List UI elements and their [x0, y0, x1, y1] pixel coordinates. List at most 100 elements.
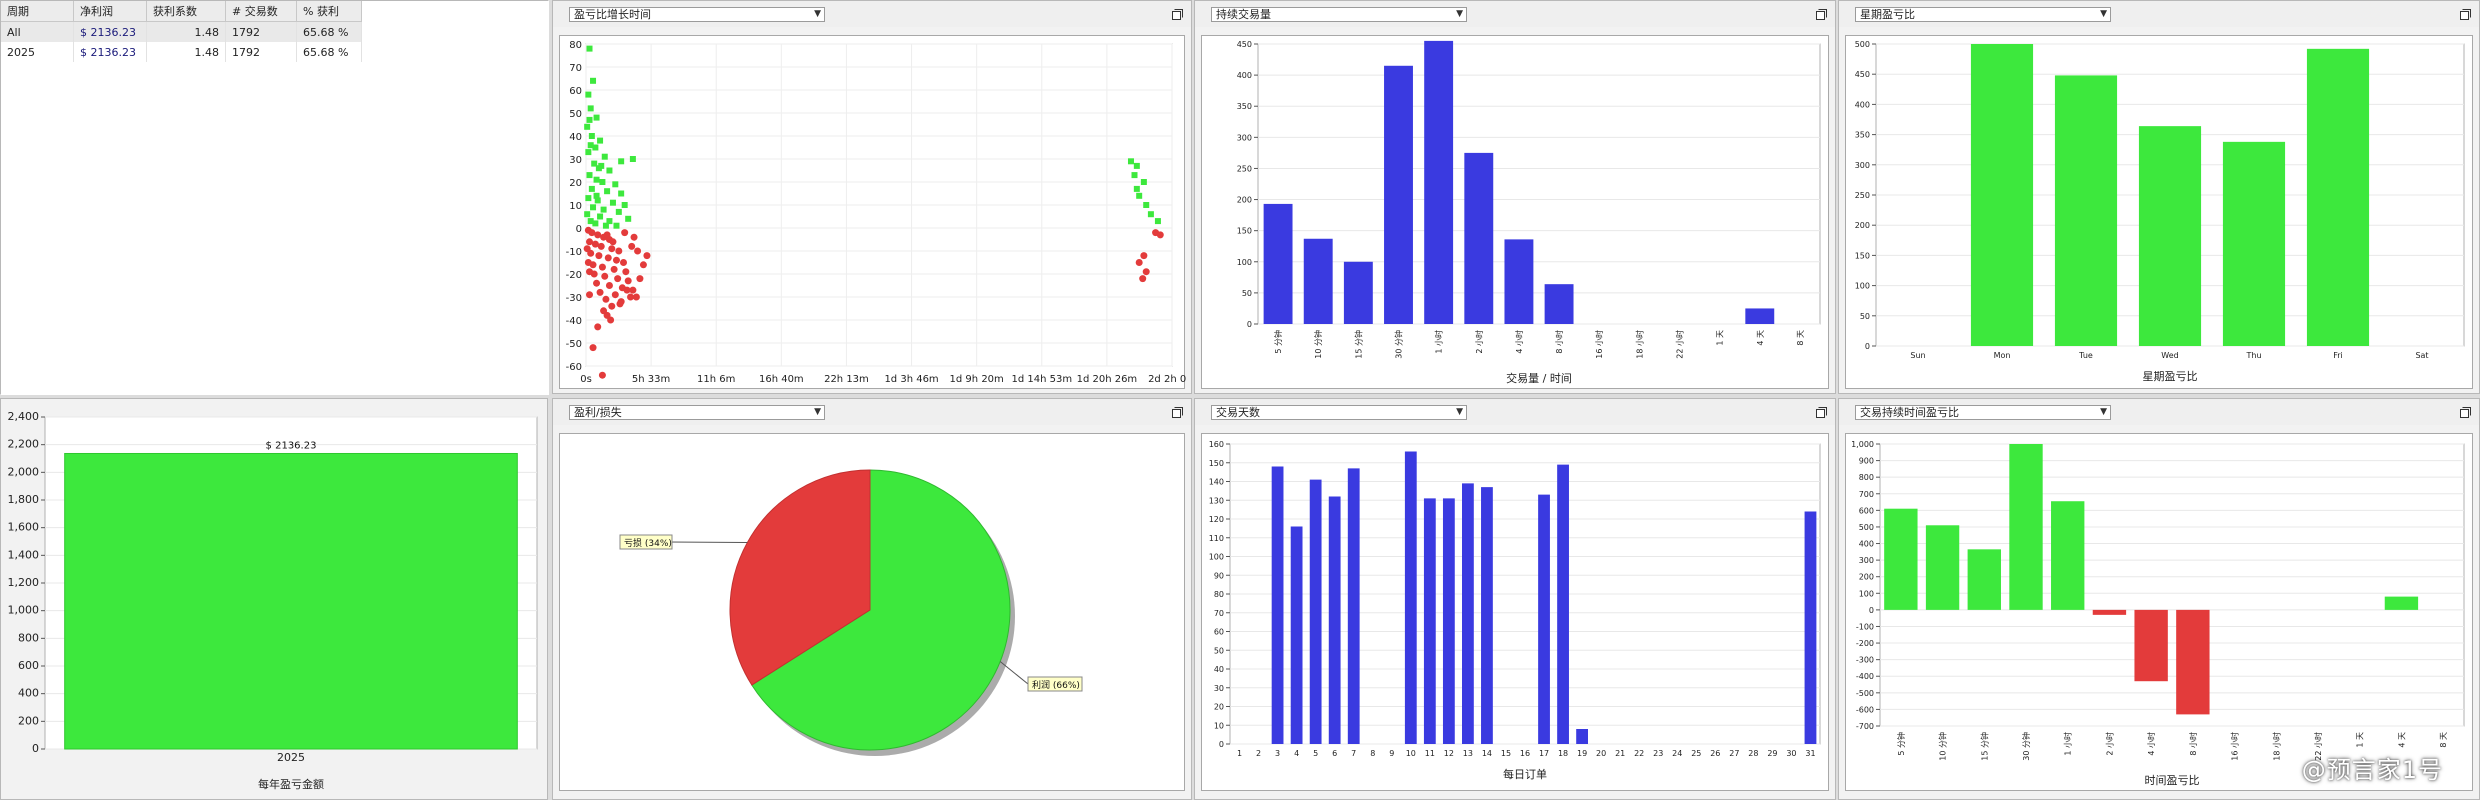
y-tick-label: 40	[1214, 665, 1224, 674]
y-tick-label: 100	[1855, 282, 1870, 291]
scatter-point-profit	[1136, 192, 1143, 199]
bar	[1884, 508, 1918, 610]
weekday-chart-select[interactable]: 星期盈亏比 ▼	[1855, 7, 2111, 22]
col-win-rate[interactable]: % 获利	[296, 1, 362, 22]
x-tick-label: 18 小时	[1634, 330, 1644, 359]
scatter-point-profit	[604, 188, 611, 195]
bar	[1462, 483, 1474, 744]
y-tick-label: -40	[566, 316, 582, 327]
col-period[interactable]: 周期	[1, 1, 74, 22]
scatter-point-profit	[1140, 179, 1147, 185]
bar	[1263, 203, 1293, 324]
hold-volume-chart-select[interactable]: 持续交易量 ▼	[1211, 7, 1467, 22]
bar	[1328, 496, 1341, 744]
y-tick-label: -20	[566, 270, 582, 281]
maximize-icon[interactable]	[2460, 9, 2471, 20]
bar	[2384, 596, 2419, 610]
y-tick-label: -60	[566, 362, 582, 373]
y-tick-label: 60	[1214, 628, 1224, 637]
scatter-point-loss	[616, 300, 624, 308]
maximize-icon[interactable]	[1816, 9, 1827, 20]
bar	[1481, 487, 1493, 744]
y-tick-label: 10	[569, 201, 582, 212]
y-tick-label: -700	[1856, 722, 1874, 731]
col-net-profit[interactable]: 净利润	[73, 1, 147, 22]
y-tick-label: 10	[1214, 721, 1224, 730]
pie-chart-select[interactable]: 盈利/损失 ▼	[569, 405, 825, 420]
table-row[interactable]: 2025 $ 2136.23 1.48 1792 65.68 %	[1, 42, 362, 62]
scatter-point-profit	[588, 133, 595, 139]
scatter-point-loss	[643, 252, 651, 260]
scatter-point-profit	[590, 204, 597, 211]
scatter-point-loss	[584, 259, 592, 266]
bar	[64, 452, 518, 750]
maximize-icon[interactable]	[2460, 407, 2471, 418]
scatter-point-profit	[606, 218, 613, 225]
scatter-toolbar: 盈亏比增长时间 ▼	[553, 1, 1191, 27]
y-tick-label: 30	[569, 155, 582, 166]
y-tick-label: 1,600	[8, 521, 40, 534]
table-row[interactable]: All $ 2136.23 1.48 1792 65.68 %	[1, 21, 362, 42]
bar	[1970, 44, 2034, 346]
scatter-point-profit	[609, 199, 616, 206]
scatter-point-profit	[586, 172, 593, 179]
scatter-point-loss	[594, 231, 602, 239]
pie-label-profit: 利润 (66%)	[1032, 679, 1080, 691]
pie-panel: 盈利/损失 ▼ 亏损 (34%) 利润 (66%)	[552, 398, 1192, 800]
bar	[1424, 40, 1454, 325]
bar	[1384, 65, 1413, 325]
cell-win-rate: 65.68 %	[296, 21, 362, 42]
x-tick-label: 1 天	[1716, 330, 1725, 346]
scatter-point-loss	[591, 240, 599, 248]
scatter-point-loss	[607, 316, 615, 324]
hold-pnl-chart-select[interactable]: 交易持续时间盈亏比 ▼	[1855, 405, 2111, 420]
bar	[2092, 609, 2127, 615]
x-tick-label: 8	[1370, 749, 1375, 758]
col-profit-factor[interactable]: 获利系数	[146, 1, 226, 22]
y-tick-label: -200	[1856, 639, 1874, 648]
pie-slice-loss	[729, 469, 871, 686]
x-tick-label: 5h 33m	[632, 374, 670, 385]
scatter-point-loss	[596, 288, 604, 296]
scatter-chart-select[interactable]: 盈亏比增长时间 ▼	[569, 7, 825, 22]
x-tick-label: 0s	[580, 374, 592, 385]
x-tick-label: 1d 9h 20m	[950, 374, 1004, 385]
y-tick-label: 100	[1237, 258, 1252, 267]
stats-header-row: 周期 净利润 获利系数 # 交易数 % 获利	[1, 1, 362, 22]
x-tick-label: 22h 13m	[824, 374, 869, 385]
col-trade-count[interactable]: # 交易数	[225, 1, 297, 22]
bar	[1423, 498, 1436, 744]
scatter-point-profit	[1143, 202, 1150, 208]
scatter-point-loss	[636, 275, 644, 283]
maximize-icon[interactable]	[1172, 9, 1183, 20]
x-tick-label: 16 小时	[1594, 330, 1604, 359]
bar	[1404, 451, 1417, 744]
scatter-point-profit	[600, 206, 607, 213]
x-tick-label: 2 小时	[2104, 732, 2114, 756]
pie-toolbar: 盈利/损失 ▼	[553, 399, 1191, 425]
scatter-point-loss	[624, 277, 632, 285]
daily-chart-select[interactable]: 交易天数 ▼	[1211, 405, 1467, 420]
y-tick-label: 30	[1214, 684, 1224, 693]
scatter-select-value: 盈亏比增长时间	[574, 8, 651, 21]
y-tick-label: 200	[18, 714, 39, 727]
scatter-point-loss	[610, 265, 618, 273]
hold-pnl-chart: 1,000 900 800 700 600 500 400 300 200 100 0 -100 -20…	[1851, 440, 2465, 787]
scatter-point-profit	[587, 218, 594, 225]
scatter-point-profit	[585, 91, 592, 98]
pie-plot-area: 亏损 (34%) 利润 (66%)	[559, 433, 1185, 791]
y-tick-label: 130	[1209, 496, 1224, 505]
y-tick-label: -300	[1856, 656, 1874, 665]
scatter-point-profit	[593, 176, 600, 183]
scatter-point-profit	[1154, 218, 1161, 225]
chevron-down-icon: ▼	[2100, 9, 2107, 19]
maximize-icon[interactable]	[1816, 407, 1827, 418]
maximize-icon[interactable]	[1172, 407, 1183, 418]
x-tick-label: 30	[1786, 749, 1796, 758]
x-tick-label: 2d 2h 0m	[1148, 374, 1186, 385]
y-tick-label: 350	[1237, 102, 1252, 111]
scatter-point-profit	[586, 45, 593, 52]
y-tick-label: 60	[569, 86, 582, 97]
scatter-point-profit	[1147, 211, 1154, 218]
bar	[1271, 466, 1284, 744]
